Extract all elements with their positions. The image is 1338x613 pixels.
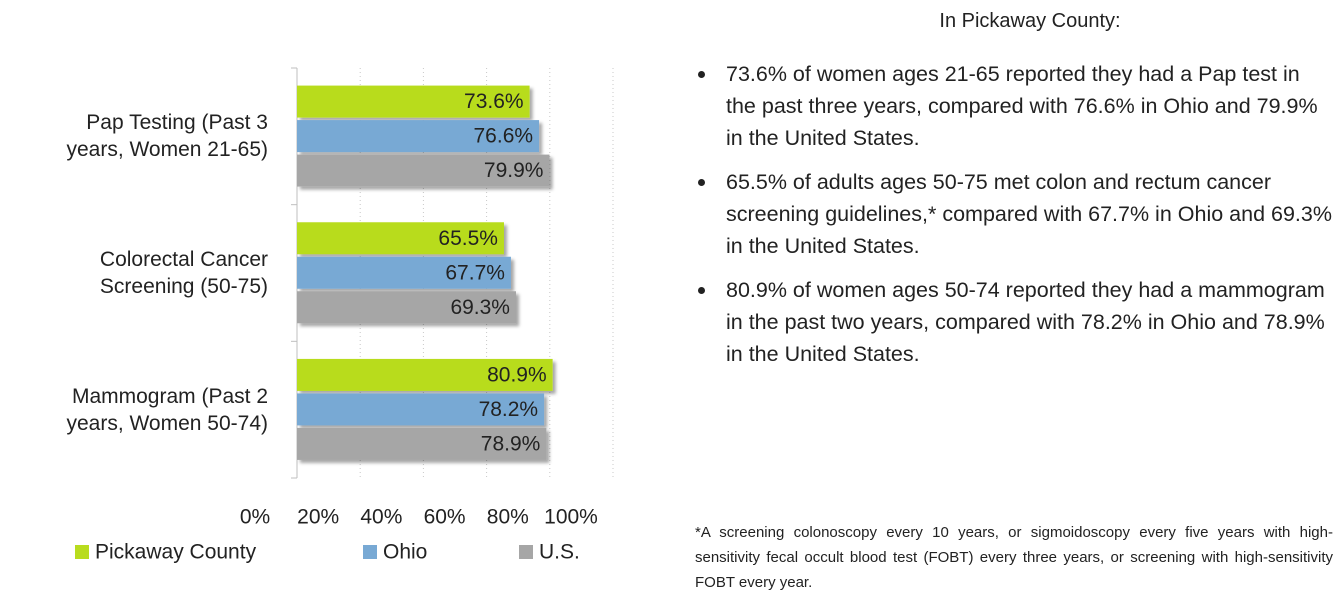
value-label: 78.9% <box>481 432 541 455</box>
category-label: Colorectal Cancer Screening (50-75) <box>99 248 268 298</box>
bar <box>297 120 540 153</box>
legend-swatch <box>519 545 533 559</box>
bar <box>297 256 511 289</box>
x-tick-label: 0% <box>240 506 270 529</box>
chart: 0% 20% 40% 60% 80% 100% 73.6% 76.6% 79.9% 65.5% 67… <box>75 67 614 564</box>
bullet: 80.9% of women ages 50-74 reported they … <box>698 274 1332 370</box>
value-label: 67.7% <box>445 261 505 284</box>
footnote: *A screening colonoscopy every 10 years,… <box>695 524 1333 591</box>
bullet: 73.6% of women ages 21-65 reported they … <box>698 58 1332 154</box>
legend-label: U.S. <box>539 541 580 564</box>
x-tick-label: 100% <box>544 506 598 529</box>
value-label: 76.6% <box>474 125 534 148</box>
x-tick-label: 20% <box>297 506 339 529</box>
value-label: 65.5% <box>438 227 498 250</box>
x-tick-label: 40% <box>360 506 402 529</box>
bullet: 65.5% of adults ages 50-75 met colon and… <box>698 166 1332 262</box>
value-label: 80.9% <box>487 363 547 386</box>
bullet-list: 73.6% of women ages 21-65 reported they … <box>690 58 1332 382</box>
bar <box>297 154 550 187</box>
x-tick-label: 80% <box>487 506 529 529</box>
category-label: Pap Testing (Past 3 years, Women 21-65) <box>66 111 268 162</box>
category-label: Mammogram (Past 2 years, Women 50-74) <box>66 384 268 435</box>
bar <box>297 427 547 460</box>
value-label: 69.3% <box>450 296 510 319</box>
bar <box>297 393 545 426</box>
legend-swatch <box>363 545 377 559</box>
value-label: 73.6% <box>464 90 524 113</box>
bar <box>297 85 530 118</box>
value-label: 79.9% <box>484 159 544 182</box>
legend-label: Ohio <box>383 541 427 564</box>
legend-label: Pickaway County <box>95 541 257 564</box>
bar <box>297 222 504 255</box>
value-label: 78.2% <box>479 398 539 421</box>
bar <box>297 291 516 324</box>
summary-heading: In Pickaway County: <box>939 10 1121 32</box>
legend-swatch <box>75 545 89 559</box>
bar <box>297 358 553 391</box>
x-tick-label: 60% <box>424 506 466 529</box>
